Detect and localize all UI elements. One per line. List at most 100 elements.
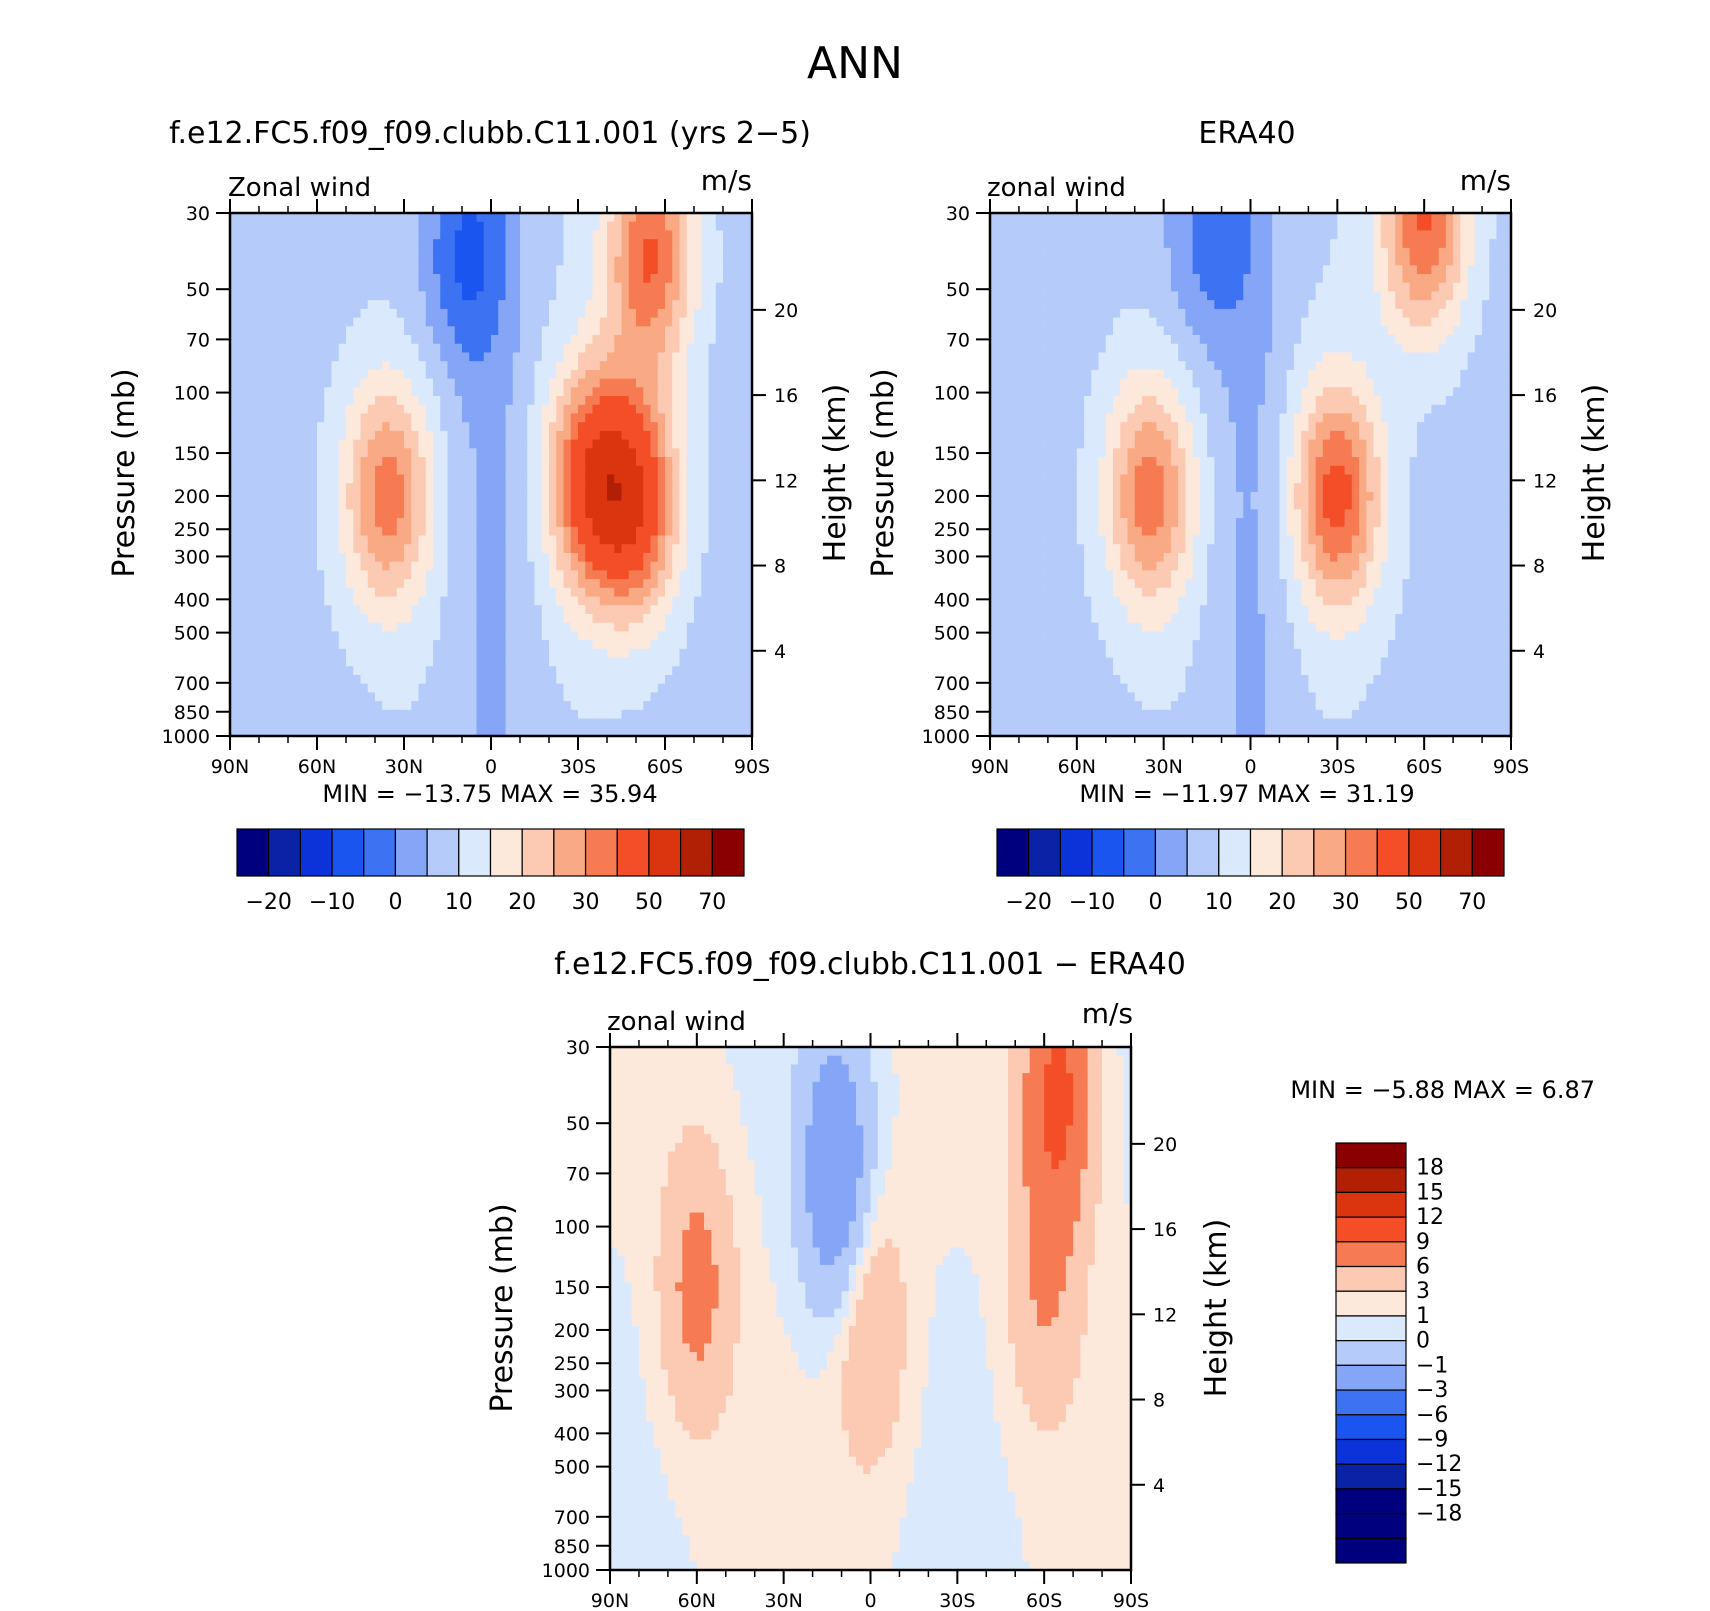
contour-cell (411, 213, 420, 223)
contour-cell (1387, 230, 1396, 240)
contour-cell (237, 596, 246, 606)
contour-cell (701, 387, 710, 397)
contour-cell (440, 692, 449, 702)
contour-cell (251, 326, 260, 336)
contour-cell (628, 587, 637, 598)
contour-cell (549, 308, 557, 319)
contour-cell (469, 666, 478, 676)
contour-cell (512, 727, 521, 737)
contour-cell (251, 596, 260, 606)
colorbar-label: 50 (635, 890, 663, 915)
contour-cell (331, 422, 340, 432)
contour-cell (389, 561, 398, 571)
contour-cell (1149, 230, 1158, 240)
contour-cell (1047, 221, 1056, 232)
contour-cell (1315, 239, 1324, 249)
contour-cell (599, 718, 608, 728)
contour-cell (418, 430, 427, 441)
contour-cell (650, 718, 659, 728)
contour-cell (346, 544, 354, 554)
contour-cell (418, 509, 427, 519)
contour-cell (404, 335, 412, 345)
contour-cell (324, 422, 333, 432)
contour-cell (469, 326, 478, 336)
contour-cell (527, 352, 536, 362)
contour-cell (650, 404, 659, 415)
contour-cell (447, 674, 456, 685)
contour-cell (331, 648, 340, 659)
contour-cell (295, 361, 304, 371)
contour-cell (643, 587, 652, 598)
contour-cell (1141, 221, 1150, 232)
contour-cell (737, 239, 746, 249)
contour-cell (1069, 230, 1078, 240)
contour-cell (266, 683, 275, 694)
contour-cell (628, 544, 637, 554)
contour-cell (512, 352, 521, 362)
contour-cell (701, 613, 710, 624)
contour-cell (404, 404, 412, 415)
contour-cell (1250, 221, 1259, 232)
contour-cell (317, 274, 325, 284)
contour-cell (324, 474, 333, 484)
contour-cell (1279, 221, 1288, 232)
contour-cell (657, 605, 666, 615)
contour-cell (636, 422, 644, 432)
contour-cell (498, 282, 507, 293)
contour-cell (556, 378, 565, 388)
contour-cell (259, 343, 267, 354)
contour-cell (643, 230, 652, 240)
contour-cell (679, 343, 688, 354)
contour-cell (425, 648, 434, 659)
contour-cell (288, 430, 296, 441)
contour-cell (230, 552, 238, 563)
contour-cell (628, 561, 637, 571)
contour-cell (353, 640, 362, 650)
contour-cell (541, 701, 550, 711)
colorbar-swatch (616, 828, 650, 877)
contour-cell (744, 701, 753, 711)
contour-cell (483, 526, 492, 537)
contour-cell (273, 396, 282, 406)
contour-cell (701, 535, 710, 545)
contour-cell (694, 465, 702, 476)
contour-cell (686, 518, 695, 528)
contour-cell (694, 683, 702, 694)
contour-cell (483, 648, 492, 659)
contour-cell (251, 361, 260, 371)
contour-cell (1040, 221, 1049, 232)
contour-cell (404, 474, 412, 484)
contour-cell (440, 727, 449, 737)
contour-cell (454, 683, 463, 694)
contour-cell (556, 387, 565, 397)
contour-cell (599, 256, 608, 266)
contour-cell (665, 552, 673, 563)
contour-cell (433, 561, 441, 571)
contour-cell (469, 648, 478, 659)
contour-cell (331, 674, 340, 685)
contour-cell (1004, 239, 1013, 249)
contour-cell (1091, 274, 1100, 284)
contour-cell (636, 457, 644, 467)
contour-cell (715, 361, 724, 371)
contour-cell (585, 526, 594, 537)
contour-cell (1344, 230, 1353, 240)
contour-cell (317, 352, 325, 362)
contour-cell (694, 343, 702, 354)
contour-cell (251, 518, 260, 528)
contour-cell (244, 256, 253, 266)
contour-cell (309, 483, 318, 493)
contour-cell (650, 526, 659, 537)
contour-cell (1482, 239, 1490, 249)
contour-cell (563, 683, 572, 694)
contour-cell (694, 561, 702, 571)
contour-cell (570, 587, 579, 598)
contour-cell (1207, 221, 1215, 232)
contour-cell (505, 352, 514, 362)
contour-cell (643, 317, 652, 327)
contour-cell (505, 605, 514, 615)
contour-cell (411, 544, 420, 554)
contour-cell (433, 221, 441, 232)
colorbar-swatch (489, 828, 523, 877)
contour-cell (730, 361, 739, 371)
